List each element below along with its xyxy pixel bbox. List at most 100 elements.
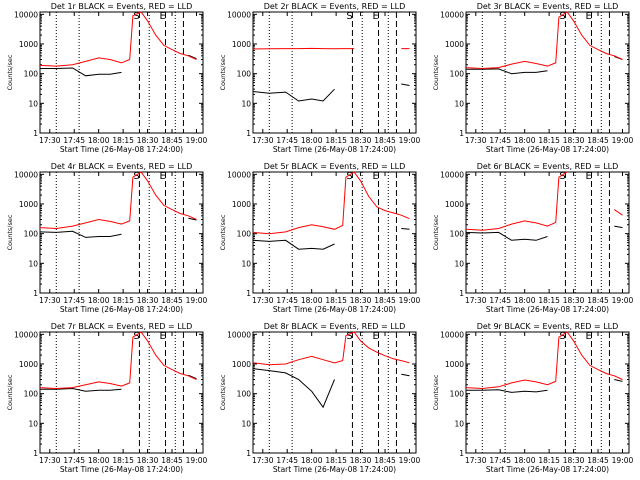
x-tick-label: 17:30: [465, 136, 487, 145]
x-tick-label: 18:30: [350, 136, 372, 145]
detector-chart-1: Det 1r BLACK = Events, RED = LLD 1 10 100 10…: [6, 2, 208, 154]
chart-title: Det 2r BLACK = Events, RED = LLD: [264, 2, 406, 11]
y-axis-label: Counts/sec: [6, 374, 14, 410]
end-marker: E: [160, 11, 166, 22]
x-tick-label: 17:30: [39, 136, 61, 145]
events-series-line: [466, 379, 623, 393]
y-tick-label: 10: [28, 419, 38, 428]
y-tick-label: 100: [24, 230, 39, 239]
x-tick-label: 17:45: [63, 296, 85, 305]
events-series-line: [40, 374, 197, 392]
x-tick-label: 19:00: [612, 136, 634, 145]
y-tick-label: 100: [24, 390, 39, 399]
x-tick-label: 17:30: [465, 456, 487, 465]
y-tick-label: 1000: [19, 200, 38, 209]
x-tick-label: 18:15: [325, 456, 347, 465]
start-marker: S: [133, 11, 139, 22]
x-tick-label: 17:45: [63, 136, 85, 145]
y-tick-label: 1: [459, 289, 464, 298]
y-axis-label: Counts/sec: [432, 54, 440, 90]
x-tick-label: 18:30: [563, 296, 585, 305]
plot-frame: [39, 11, 204, 134]
chart-title: Det 3r BLACK = Events, RED = LLD: [477, 2, 619, 11]
y-axis-label: Counts/sec: [432, 214, 440, 250]
lld-series-line: [252, 47, 410, 50]
x-tick-label: 17:45: [276, 456, 298, 465]
plot-frame: [465, 11, 630, 134]
x-tick-label: 17:45: [489, 136, 511, 145]
plot-frame: [252, 11, 417, 134]
x-tick-label: 17:45: [276, 296, 298, 305]
x-tick-label: 18:45: [587, 296, 609, 305]
chart-title: Det 1r BLACK = Events, RED = LLD: [51, 2, 193, 11]
x-tick-label: 19:00: [186, 296, 208, 305]
plot-frame: [39, 171, 204, 294]
y-tick-label: 10: [241, 259, 251, 268]
x-tick-label: 18:30: [137, 456, 159, 465]
y-tick-label: 10000: [440, 10, 464, 19]
events-series-line: [39, 217, 197, 238]
x-tick-label: 18:15: [538, 296, 560, 305]
detector-chart-7: Det 7r BLACK = Events, RED = LLD 1 10 100 10…: [6, 322, 208, 474]
detector-chart-2: Det 2r BLACK = Events, RED = LLD 1 10 100 10…: [219, 2, 421, 154]
lld-series-line: [39, 171, 197, 230]
x-tick-label: 18:00: [301, 456, 323, 465]
end-marker: E: [586, 331, 592, 342]
y-tick-label: 10000: [227, 170, 251, 179]
lld-series-line: [252, 331, 410, 366]
events-series-line: [40, 54, 197, 77]
x-axis-label: Start Time (26-May-08 17:24:00): [486, 145, 609, 154]
x-tick-label: 18:30: [350, 296, 372, 305]
x-tick-label: 18:45: [587, 136, 609, 145]
detector-chart-4: Det 4r BLACK = Events, RED = LLD 1 10 100 10…: [6, 162, 208, 314]
y-tick-label: 100: [450, 390, 465, 399]
chart-title: Det 7r BLACK = Events, RED = LLD: [51, 322, 193, 331]
x-tick-label: 18:45: [161, 136, 183, 145]
chart-title: Det 4r BLACK = Events, RED = LLD: [51, 162, 193, 171]
y-tick-label: 1000: [445, 40, 464, 49]
x-axis-label: Start Time (26-May-08 17:24:00): [60, 305, 183, 314]
y-tick-label: 10: [454, 419, 464, 428]
x-axis-label: Start Time (26-May-08 17:24:00): [486, 305, 609, 314]
y-tick-label: 10: [28, 99, 38, 108]
detector-chart-8: Det 8r BLACK = Events, RED = LLD 1 10 100 10…: [219, 322, 421, 474]
x-tick-label: 18:15: [538, 136, 560, 145]
x-tick-label: 18:15: [112, 456, 134, 465]
start-marker: S: [346, 11, 352, 22]
y-tick-label: 1: [246, 449, 251, 458]
start-marker: S: [559, 11, 565, 22]
x-tick-label: 18:00: [514, 296, 536, 305]
x-tick-label: 19:00: [612, 296, 634, 305]
y-tick-label: 1000: [19, 40, 38, 49]
y-axis-label: Counts/sec: [219, 54, 227, 90]
y-tick-label: 1: [33, 449, 38, 458]
y-tick-label: 1000: [232, 200, 251, 209]
y-tick-label: 1: [246, 289, 251, 298]
y-tick-label: 100: [450, 230, 465, 239]
detector-chart-3: Det 3r BLACK = Events, RED = LLD 1 10 100 10…: [432, 2, 634, 154]
events-series-line: [252, 368, 410, 409]
y-axis-label: Counts/sec: [6, 214, 14, 250]
detector-chart-9: Det 9r BLACK = Events, RED = LLD 1 10 100 10…: [432, 322, 634, 474]
y-tick-label: 10: [241, 99, 251, 108]
y-tick-label: 1: [459, 129, 464, 138]
x-tick-label: 17:30: [39, 296, 61, 305]
x-tick-label: 18:00: [301, 136, 323, 145]
y-axis-label: Counts/sec: [6, 54, 14, 90]
detector-chart-6: Det 6r BLACK = Events, RED = LLD 1 10 100 10…: [432, 162, 634, 314]
y-tick-label: 10000: [14, 170, 38, 179]
end-marker: E: [373, 331, 379, 342]
x-axis-label: Start Time (26-May-08 17:24:00): [60, 465, 183, 474]
plot-frame: [39, 331, 204, 454]
plot-frame: [465, 331, 630, 454]
x-tick-label: 18:15: [112, 136, 134, 145]
y-tick-label: 1000: [445, 200, 464, 209]
y-tick-label: 1: [246, 129, 251, 138]
events-series-line: [252, 228, 410, 250]
x-tick-label: 18:00: [88, 456, 110, 465]
x-tick-label: 17:45: [276, 136, 298, 145]
start-marker: S: [559, 331, 565, 342]
y-tick-label: 10000: [440, 330, 464, 339]
x-tick-label: 17:30: [39, 456, 61, 465]
